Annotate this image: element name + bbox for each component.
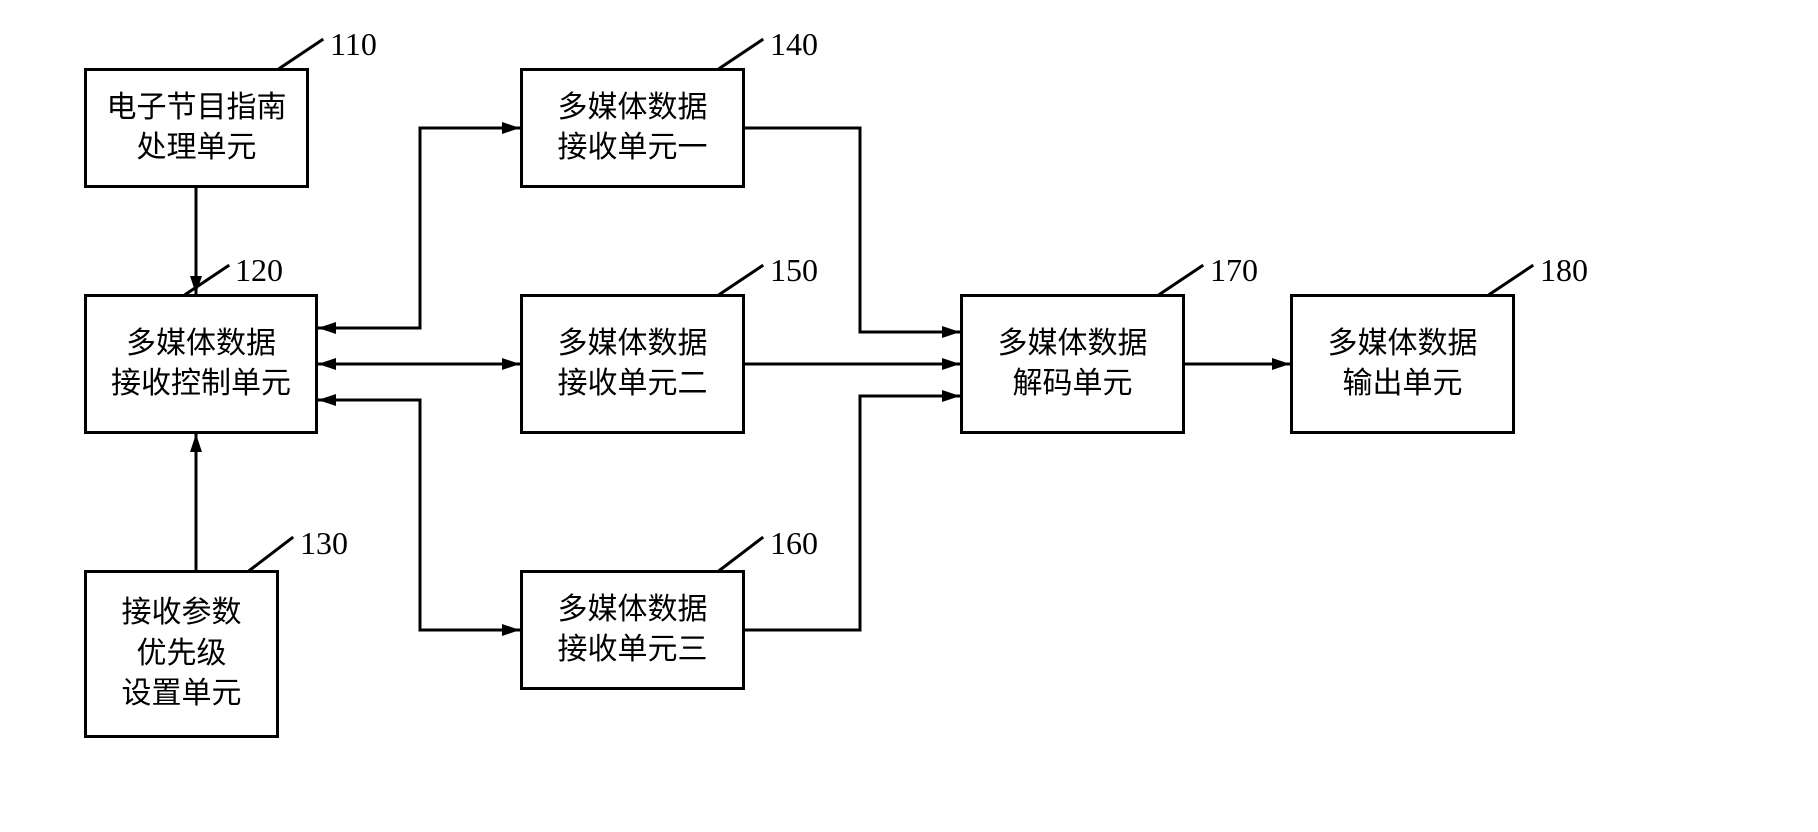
node-receive-unit-1: 多媒体数据接收单元一 [520,68,745,188]
node-label: 多媒体数据接收单元三 [558,590,708,671]
ref-label-170: 170 [1210,252,1258,289]
node-receive-unit-2: 多媒体数据接收单元二 [520,294,745,434]
ref-label-150: 150 [770,252,818,289]
ref-label-180: 180 [1540,252,1588,289]
node-label: 多媒体数据输出单元 [1328,324,1478,405]
ref-label-110: 110 [330,26,377,63]
node-decode-unit: 多媒体数据解码单元 [960,294,1185,434]
ref-label-140: 140 [770,26,818,63]
node-label: 多媒体数据接收单元二 [558,324,708,405]
node-output-unit: 多媒体数据输出单元 [1290,294,1515,434]
node-label: 多媒体数据解码单元 [998,324,1148,405]
ref-label-160: 160 [770,525,818,562]
node-priority-settings-unit: 接收参数优先级设置单元 [84,570,279,738]
node-receive-unit-3: 多媒体数据接收单元三 [520,570,745,690]
node-receive-control-unit: 多媒体数据接收控制单元 [84,294,318,434]
ref-label-120: 120 [235,252,283,289]
ref-label-130: 130 [300,525,348,562]
node-label: 接收参数优先级设置单元 [122,593,242,715]
node-label: 电子节目指南处理单元 [107,88,287,169]
node-epg-processing-unit: 电子节目指南处理单元 [84,68,309,188]
node-label: 多媒体数据接收单元一 [558,88,708,169]
diagram-canvas: 电子节目指南处理单元 多媒体数据接收控制单元 接收参数优先级设置单元 多媒体数据… [0,0,1818,832]
node-label: 多媒体数据接收控制单元 [111,324,291,405]
